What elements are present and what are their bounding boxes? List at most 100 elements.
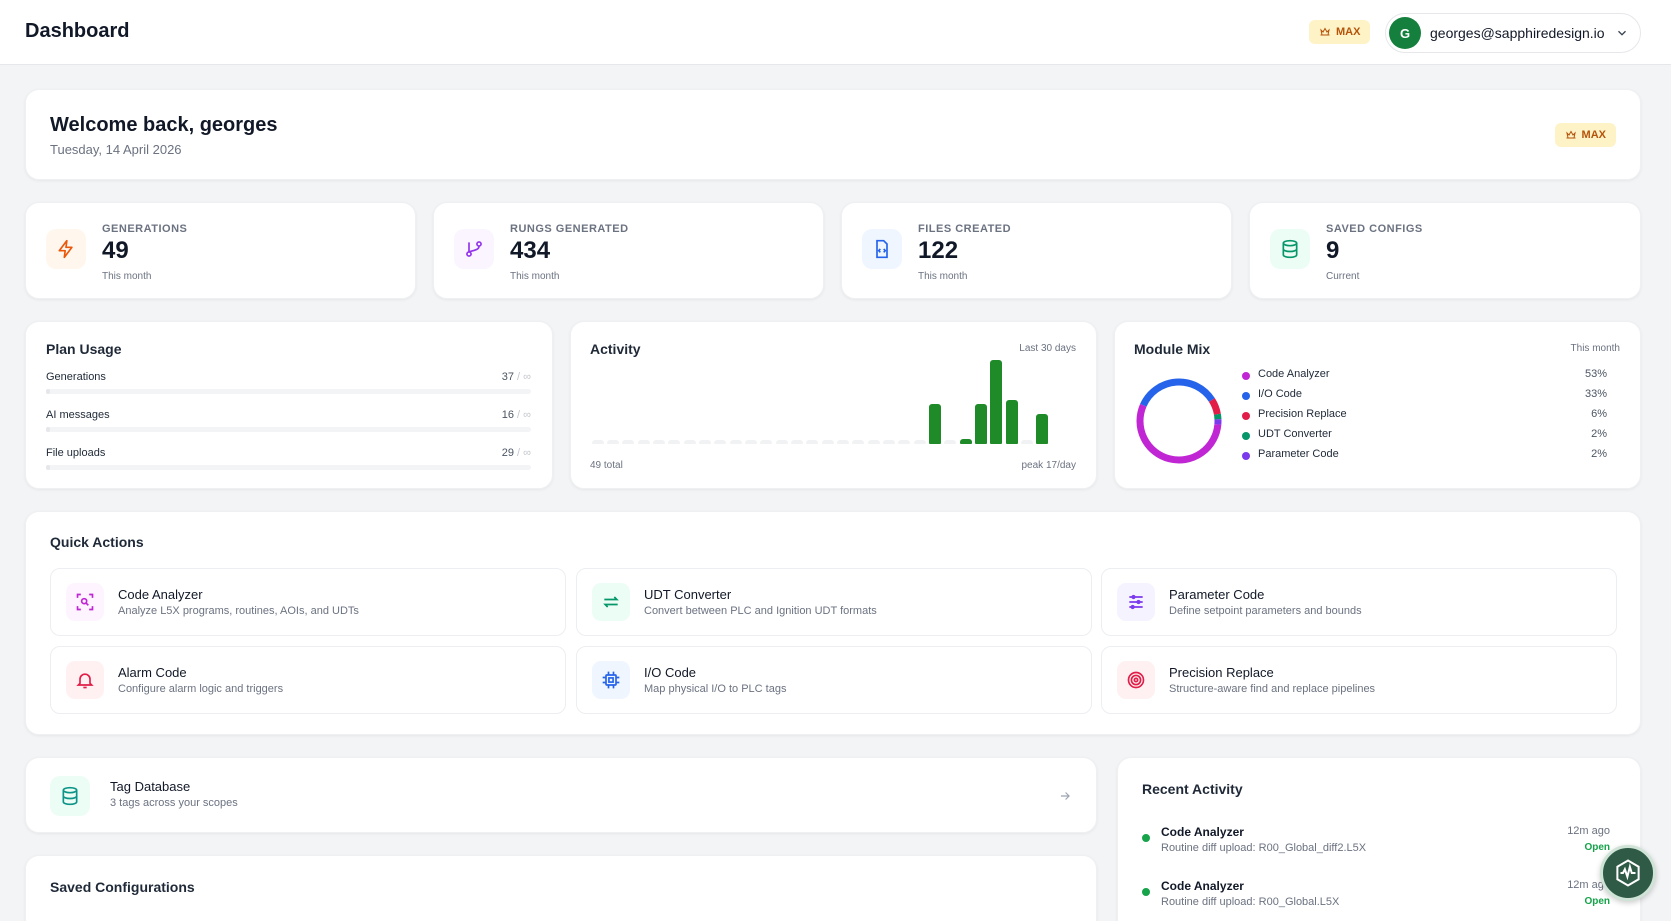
tag-database-card[interactable]: Tag Database 3 tags across your scopes: [25, 757, 1097, 833]
saved-configurations-title: Saved Configurations: [50, 879, 195, 895]
activity-card: Activity Last 30 days 49 total peak 17/d…: [570, 321, 1097, 489]
activity-bar: [990, 360, 1003, 444]
module-mix-range: This month: [1570, 343, 1620, 354]
stat-card-files: FILES CREATED 122 This month: [841, 202, 1232, 299]
quick-action-icon-wrap: [1117, 661, 1155, 699]
stat-icon-wrap: [454, 229, 494, 269]
welcome-date: Tuesday, 14 April 2026: [50, 142, 182, 157]
activity-bar: [668, 440, 681, 444]
legend-dot: [1242, 452, 1250, 460]
stat-label: SAVED CONFIGS: [1326, 223, 1423, 235]
welcome-card: Welcome back, georges Tuesday, 14 April …: [25, 89, 1641, 180]
stat-label: GENERATIONS: [102, 223, 188, 235]
quick-actions-title: Quick Actions: [50, 534, 144, 550]
usage-value: 16 / ∞: [502, 409, 531, 421]
activity-bar: [699, 440, 711, 444]
legend-name: Precision Replace: [1258, 408, 1347, 420]
activity-bar: [806, 440, 819, 444]
quick-action-io-code[interactable]: I/O Code Map physical I/O to PLC tags: [576, 646, 1092, 714]
stat-sub: Current: [1326, 271, 1360, 282]
quick-action-code-analyzer[interactable]: Code Analyzer Analyze L5X programs, rout…: [50, 568, 566, 636]
activity-bar: [622, 440, 635, 444]
usage-used: 16: [501, 409, 514, 421]
quick-action-udt-converter[interactable]: UDT Converter Convert between PLC and Ig…: [576, 568, 1092, 636]
legend-pct: 6%: [1591, 408, 1607, 420]
target-icon: [1127, 671, 1145, 689]
assistant-fab[interactable]: [1600, 845, 1656, 901]
stat-card-configs: SAVED CONFIGS 9 Current: [1249, 202, 1641, 299]
branch-icon: [466, 241, 482, 257]
waveform-chip-icon: [1616, 859, 1640, 887]
activity-item-time: 12m ago: [1567, 825, 1610, 837]
stat-value: 49: [102, 237, 129, 264]
plan-usage-title: Plan Usage: [46, 341, 122, 357]
tag-database-icon-wrap: [50, 776, 90, 816]
usage-value: 29 / ∞: [502, 447, 531, 459]
activity-peak: peak 17/day: [1021, 460, 1077, 471]
quick-action-parameter-code[interactable]: Parameter Code Define setpoint parameter…: [1101, 568, 1617, 636]
activity-bar: [653, 440, 665, 444]
quick-action-desc: Analyze L5X programs, routines, AOIs, an…: [118, 605, 359, 617]
legend-dot: [1242, 392, 1250, 400]
quick-action-name: Alarm Code: [118, 665, 187, 680]
avatar: G: [1389, 17, 1421, 49]
activity-bar: [929, 404, 941, 444]
quick-action-icon-wrap: [592, 583, 630, 621]
activity-bar: [775, 440, 788, 444]
activity-bar: [637, 440, 650, 444]
crown-icon: [1320, 27, 1330, 36]
plan-badge: MAX: [1554, 123, 1616, 147]
legend-name: Parameter Code: [1258, 448, 1339, 460]
quick-action-name: Precision Replace: [1169, 665, 1274, 680]
activity-bar: [852, 440, 865, 444]
stat-icon-wrap: [1270, 229, 1310, 269]
activity-bar: [729, 440, 742, 444]
recent-activity-card: Recent Activity Code Analyzer Routine di…: [1117, 757, 1641, 921]
activity-bar: [714, 440, 727, 444]
crown-icon: [1565, 130, 1576, 139]
database-icon: [62, 786, 78, 806]
module-mix-card: Module Mix This month Code Analyzer 53% I/…: [1114, 321, 1641, 489]
activity-bar: [760, 440, 773, 444]
bell-icon: [76, 673, 94, 689]
activity-item-open[interactable]: Open: [1584, 896, 1610, 907]
legend-pct: 2%: [1591, 448, 1607, 460]
legend-item: Parameter Code 2%: [1242, 448, 1607, 466]
stat-value: 9: [1326, 237, 1340, 264]
stat-label: RUNGS GENERATED: [510, 223, 629, 235]
usage-bar: [46, 427, 531, 432]
page-title: Dashboard: [25, 20, 130, 42]
activity-item-name: Code Analyzer: [1161, 825, 1244, 839]
usage-limit: / ∞: [517, 371, 531, 383]
quick-action-alarm-code[interactable]: Alarm Code Configure alarm logic and tri…: [50, 646, 566, 714]
module-mix-title: Module Mix: [1134, 341, 1211, 357]
stat-sub: This month: [918, 271, 968, 282]
lightning-icon: [58, 239, 73, 259]
activity-item[interactable]: Code Analyzer Routine diff upload: R00_G…: [1142, 824, 1610, 864]
recent-activity-title: Recent Activity: [1142, 781, 1243, 797]
activity-chart: [590, 360, 1050, 444]
usage-name: AI messages: [46, 409, 110, 421]
activity-title: Activity: [590, 341, 641, 357]
usage-limit: / ∞: [517, 409, 531, 421]
activity-bar: [883, 440, 895, 444]
quick-action-icon-wrap: [66, 583, 104, 621]
activity-item[interactable]: Code Analyzer Routine diff upload: R00_G…: [1142, 878, 1610, 918]
activity-bar: [607, 440, 619, 444]
activity-item-time: 12m ago: [1567, 879, 1610, 891]
top-bar: Dashboard MAX G georges@sapphiredesign.i…: [0, 0, 1671, 65]
activity-bar: [959, 439, 972, 444]
user-menu[interactable]: G georges@sapphiredesign.io: [1385, 13, 1641, 53]
plan-badge-label: MAX: [1336, 26, 1361, 38]
stat-sub: This month: [510, 271, 560, 282]
quick-action-desc: Structure-aware find and replace pipelin…: [1169, 683, 1376, 695]
swap-arrows-icon: [603, 596, 619, 608]
activity-item-open[interactable]: Open: [1584, 842, 1610, 853]
legend-pct: 2%: [1591, 428, 1607, 440]
welcome-heading: Welcome back, georges: [50, 114, 278, 136]
activity-bar: [745, 440, 757, 444]
stat-icon-wrap: [862, 229, 902, 269]
usage-name: Generations: [46, 371, 106, 383]
quick-action-precision-replace[interactable]: Precision Replace Structure-aware find a…: [1101, 646, 1617, 714]
activity-bar: [898, 440, 911, 444]
